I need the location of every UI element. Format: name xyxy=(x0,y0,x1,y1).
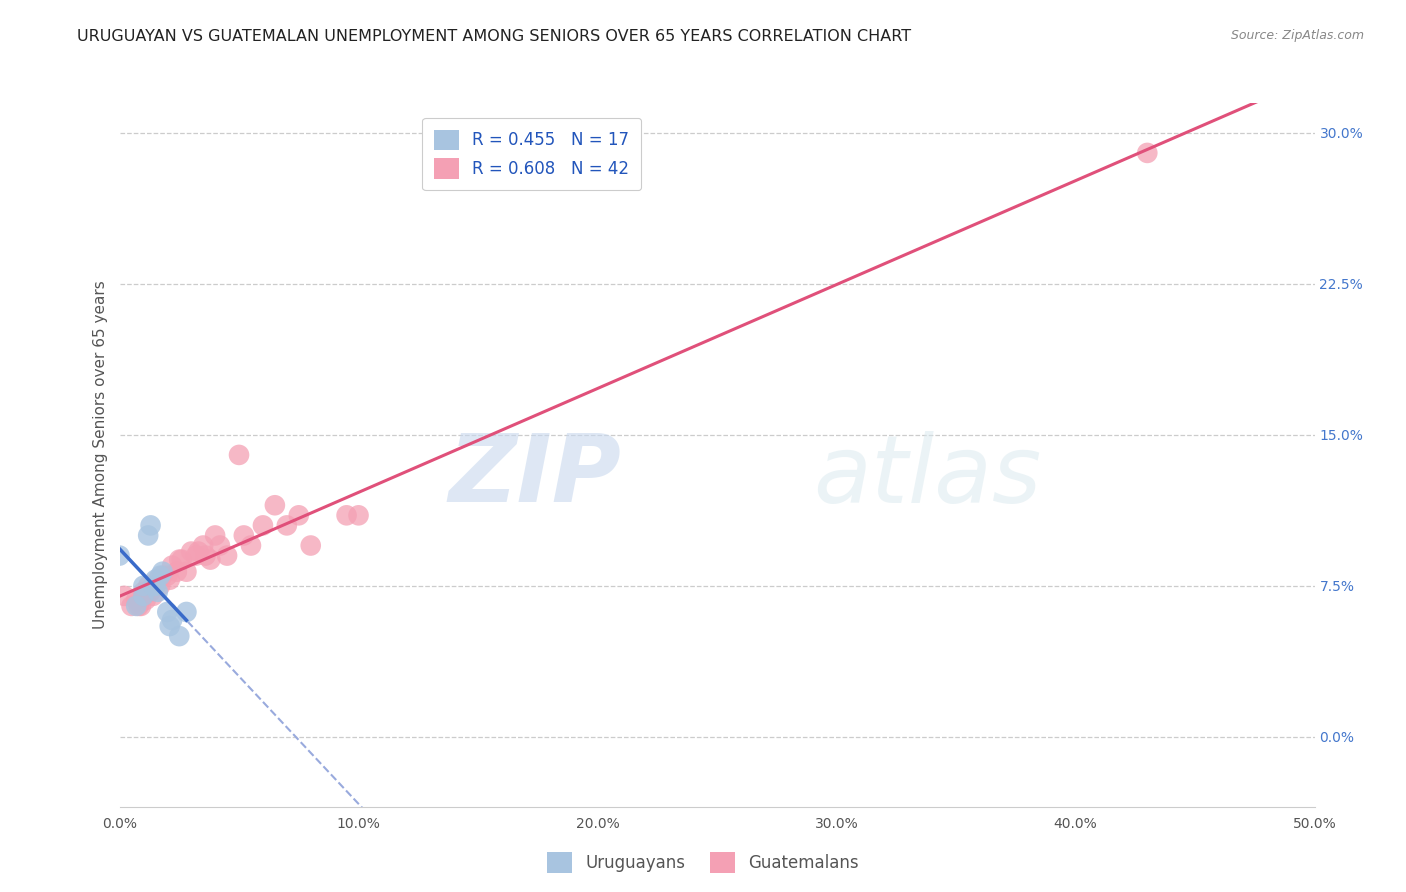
Point xyxy=(108,549,131,563)
Point xyxy=(135,593,157,607)
Point xyxy=(136,528,159,542)
Point xyxy=(191,539,215,553)
Legend: Uruguayans, Guatemalans: Uruguayans, Guatemalans xyxy=(540,846,866,880)
Text: URUGUAYAN VS GUATEMALAN UNEMPLOYMENT AMONG SENIORS OVER 65 YEARS CORRELATION CHA: URUGUAYAN VS GUATEMALAN UNEMPLOYMENT AMO… xyxy=(77,29,911,44)
Point xyxy=(125,593,148,607)
Point xyxy=(146,573,169,587)
Point xyxy=(142,579,165,593)
Point xyxy=(152,568,174,582)
Point xyxy=(142,589,165,603)
Point xyxy=(176,565,198,579)
Point xyxy=(347,508,370,523)
Point xyxy=(160,558,183,573)
Point xyxy=(132,579,155,593)
Point xyxy=(194,549,217,563)
Point xyxy=(336,508,357,523)
Point xyxy=(139,518,162,533)
Point xyxy=(180,544,202,558)
Text: Source: ZipAtlas.com: Source: ZipAtlas.com xyxy=(1230,29,1364,42)
Point xyxy=(136,579,159,593)
Point xyxy=(129,599,152,613)
Point xyxy=(176,605,198,619)
Point xyxy=(187,544,209,558)
Point xyxy=(276,518,298,533)
Point xyxy=(132,584,155,599)
Point xyxy=(128,599,150,613)
Point xyxy=(169,629,191,643)
Point xyxy=(112,589,135,603)
Point xyxy=(288,508,311,523)
Point xyxy=(232,528,254,542)
Point xyxy=(159,619,181,633)
Point xyxy=(145,579,166,593)
Point xyxy=(217,549,239,563)
Point xyxy=(145,579,166,593)
Point xyxy=(166,565,188,579)
Point xyxy=(149,579,172,593)
Point xyxy=(145,573,166,587)
Point xyxy=(239,539,263,553)
Point xyxy=(208,539,231,553)
Point xyxy=(125,599,148,613)
Point xyxy=(1136,145,1159,160)
Point xyxy=(132,589,155,603)
Legend: R = 0.455   N = 17, R = 0.608   N = 42: R = 0.455 N = 17, R = 0.608 N = 42 xyxy=(422,118,641,190)
Point xyxy=(170,552,193,566)
Point xyxy=(299,539,322,553)
Point xyxy=(156,568,179,582)
Point xyxy=(121,599,143,613)
Point xyxy=(169,552,191,566)
Point xyxy=(228,448,250,462)
Point xyxy=(252,518,274,533)
Point xyxy=(159,573,181,587)
Point xyxy=(156,605,179,619)
Point xyxy=(160,613,183,627)
Point xyxy=(132,589,155,603)
Point xyxy=(200,552,222,566)
Text: ZIP: ZIP xyxy=(449,430,621,522)
Point xyxy=(139,584,162,599)
Point xyxy=(264,498,287,512)
Point xyxy=(149,568,172,582)
Y-axis label: Unemployment Among Seniors over 65 years: Unemployment Among Seniors over 65 years xyxy=(93,281,108,629)
Point xyxy=(146,584,169,599)
Point xyxy=(184,549,207,563)
Point xyxy=(204,528,226,542)
Text: atlas: atlas xyxy=(813,431,1040,522)
Point xyxy=(152,565,174,579)
